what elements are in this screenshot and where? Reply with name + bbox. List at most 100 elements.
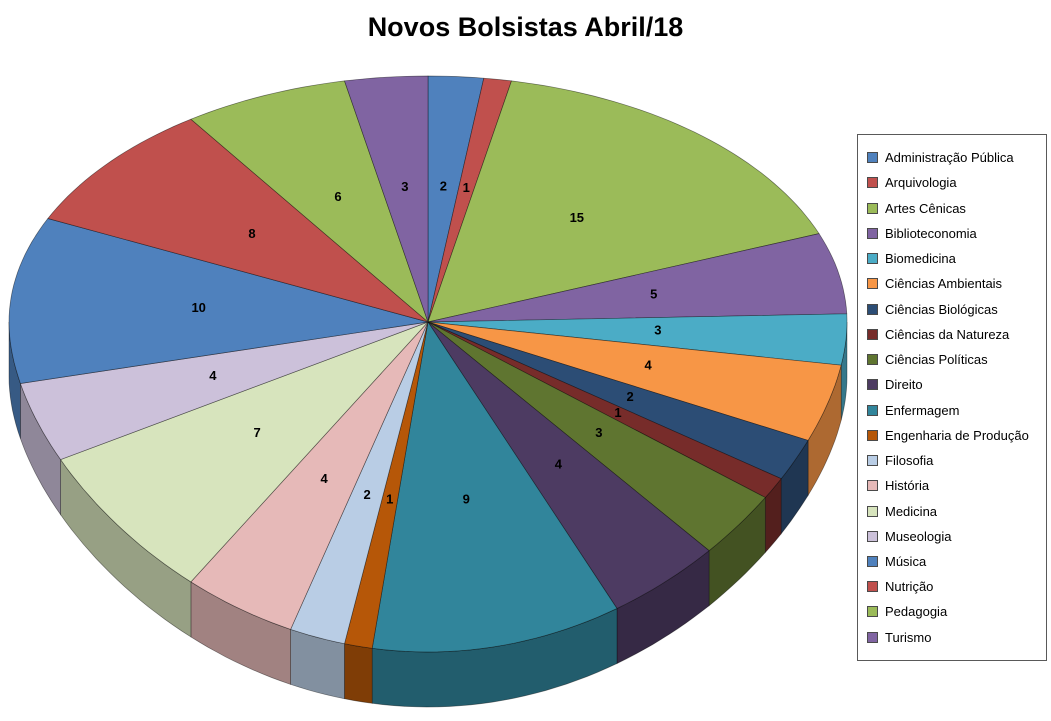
pie-slice[interactable] [427, 313, 848, 366]
legend-swatch [867, 379, 878, 391]
legend-label: Ciências Ambientais [885, 276, 1003, 292]
legend-label: Museologia [885, 528, 952, 544]
pie-slice[interactable] [427, 321, 842, 441]
slice-value-label: 4 [209, 368, 217, 383]
legend-item[interactable]: Direito [858, 378, 1046, 391]
slice-value-label: 1 [463, 180, 470, 195]
pie-slice[interactable] [427, 321, 809, 480]
legend-item[interactable]: Turismo [858, 631, 1046, 644]
pie-slice[interactable] [60, 321, 429, 583]
legend-label: Artes Cênicas [885, 200, 966, 216]
legend-swatch [867, 555, 878, 567]
legend-item[interactable]: Pedagogia [858, 605, 1046, 618]
chart-title: Novos Bolsistas Abril/18 [367, 12, 684, 42]
legend-item[interactable]: Biomedicina [858, 252, 1046, 265]
pie-slice[interactable] [427, 321, 710, 609]
legend-swatch [867, 631, 878, 643]
legend-item[interactable]: Ciências Biológicas [858, 303, 1046, 316]
slice-value-label: 8 [248, 226, 255, 241]
legend-item[interactable]: Biblioteconomia [858, 227, 1046, 240]
legend-swatch [867, 606, 878, 618]
legend-item[interactable]: Música [858, 555, 1046, 568]
legend-item[interactable]: Filosofia [858, 454, 1046, 467]
slice-value-label: 9 [463, 492, 470, 507]
slice-value-label: 2 [626, 389, 633, 404]
legend-item[interactable]: Artes Cênicas [858, 202, 1046, 215]
pie-slice[interactable] [290, 321, 429, 645]
slice-value-label: 2 [363, 487, 370, 502]
legend-item[interactable]: Museologia [858, 530, 1046, 543]
pie-slice[interactable] [20, 321, 429, 460]
pie-slice[interactable] [427, 233, 848, 323]
legend-swatch [867, 480, 878, 492]
legend-swatch [867, 354, 878, 366]
pie-slice[interactable] [8, 218, 429, 384]
legend-swatch [867, 227, 878, 239]
legend-label: Música [885, 553, 927, 569]
legend-item[interactable]: História [858, 479, 1046, 492]
legend-item[interactable]: Enfermagem [858, 404, 1046, 417]
pie-slice[interactable] [47, 118, 429, 323]
legend-item[interactable]: Nutrição [858, 580, 1046, 593]
legend-swatch [867, 429, 878, 441]
legend-item[interactable]: Engenharia de Produção [858, 429, 1046, 442]
legend-item[interactable]: Medicina [858, 505, 1046, 518]
legend-label: Turismo [885, 629, 932, 645]
pie-slice[interactable] [190, 321, 429, 630]
legend-swatch [867, 152, 878, 164]
slice-value-label: 7 [253, 425, 260, 440]
pie-slice[interactable] [427, 80, 820, 323]
legend-swatch [867, 581, 878, 593]
legend-swatch [867, 177, 878, 189]
legend-item[interactable]: Arquivologia [858, 176, 1046, 189]
slice-value-label: 4 [555, 456, 563, 471]
slice-value-label: 3 [595, 425, 602, 440]
legend-label: Medicina [885, 503, 938, 519]
slice-value-label: 1 [614, 405, 621, 420]
legend-item[interactable]: Ciências da Natureza [858, 328, 1046, 341]
slice-value-label: 15 [570, 210, 584, 225]
legend-swatch [867, 505, 878, 517]
slice-value-label: 2 [440, 178, 447, 193]
slice-value-label: 6 [334, 189, 341, 204]
legend-swatch [867, 303, 878, 315]
legend-swatch [867, 404, 878, 416]
pie-slice[interactable] [190, 80, 429, 323]
slice-value-label: 3 [401, 179, 408, 194]
pie-slice[interactable] [371, 321, 618, 653]
legend-item[interactable]: Administração Pública [858, 151, 1046, 164]
slice-value-label: 3 [654, 323, 661, 338]
slice-value-label: 5 [650, 287, 657, 302]
pie-slice[interactable] [344, 75, 429, 323]
legend-swatch [867, 455, 878, 467]
slice-value-label: 10 [191, 300, 205, 315]
pie-top [8, 75, 848, 653]
legend-swatch [867, 202, 878, 214]
pie-slice-side [344, 643, 373, 704]
legend-label: Arquivologia [885, 175, 957, 191]
legend-label: Biomedicina [885, 251, 956, 267]
legend-swatch [867, 328, 878, 340]
legend-label: Administração Pública [885, 150, 1014, 166]
legend-label: Ciências da Natureza [885, 326, 1010, 342]
legend-swatch [867, 530, 878, 542]
legend-label: História [885, 478, 930, 494]
legend-item[interactable]: Ciências Políticas [858, 353, 1046, 366]
legend-label: Direito [885, 377, 923, 393]
legend-label: Biblioteconomia [885, 225, 977, 241]
legend-label: Engenharia de Produção [885, 427, 1029, 443]
legend-swatch [867, 253, 878, 265]
slice-value-label: 4 [320, 471, 328, 486]
pie-slice[interactable] [427, 321, 766, 552]
legend-label: Filosofia [885, 453, 934, 469]
legend-label: Pedagogia [885, 604, 948, 620]
legend: Administração Pública Arquivologia Artes C… [857, 134, 1047, 661]
slice-value-label: 4 [644, 358, 652, 373]
legend-label: Ciências Políticas [885, 352, 988, 368]
legend-label: Ciências Biológicas [885, 301, 998, 317]
slice-value-label: 1 [386, 492, 393, 507]
legend-label: Nutrição [885, 579, 934, 595]
legend-item[interactable]: Ciências Ambientais [858, 277, 1046, 290]
